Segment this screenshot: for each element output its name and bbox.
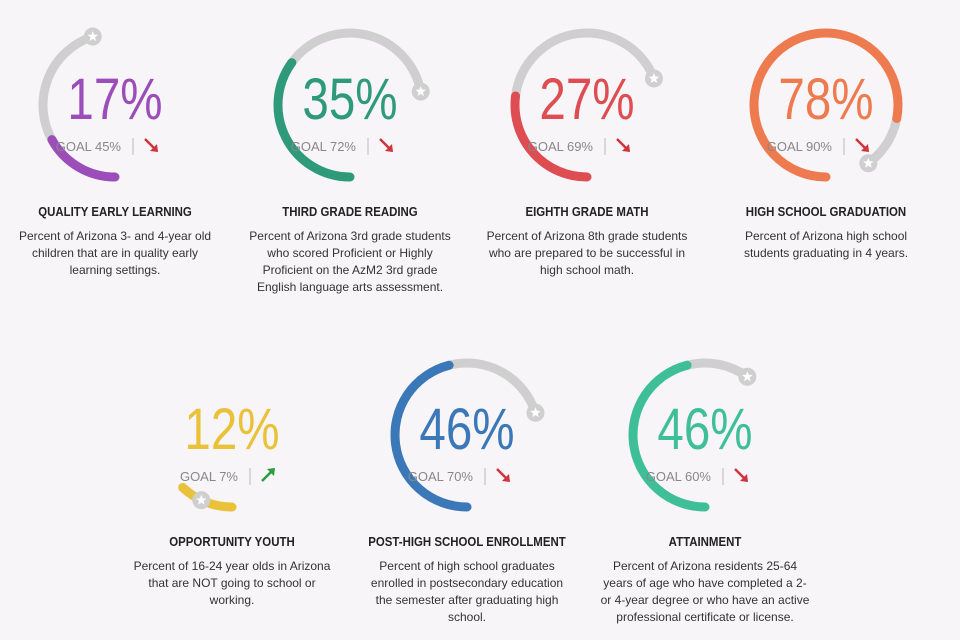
value-arc [47,135,120,182]
indicator-description: Percent of Arizona 3rd grade students wh… [249,229,451,294]
indicator-title: OPPORTUNITY YOUTH [169,534,295,549]
goal-label: GOAL 45% [56,139,122,154]
indicator-card: 46% GOAL 70% POST-HIGH SCHOOL ENROLLMENT Pe… [352,340,582,640]
trend-arrow-head [385,144,393,152]
value-arc [390,360,472,512]
indicator-title: QUALITY EARLY LEARNING [38,204,192,219]
goal-star [87,31,98,41]
goal-track [38,32,98,145]
goal-star [415,86,426,96]
gauge: 35% GOAL 72% [273,28,430,182]
indicator-card: 78% GOAL 90% HIGH SCHOOL GRADUATION Percent… [711,10,941,310]
trend-arrow-head [150,144,158,152]
gauge: 12% GOAL 7% [178,398,280,512]
indicator-description: Percent of Arizona 8th grade students wh… [486,229,688,277]
indicator-title: ATTAINMENT [668,534,742,549]
indicator-description: Percent of Arizona 3- and 4-year old chi… [18,229,212,277]
goal-label: GOAL 72% [291,139,357,154]
value-arc [628,360,710,512]
value-label: 27% [539,68,634,133]
value-arc [510,91,592,182]
indicator-description: Percent of Arizona high school students … [743,229,909,260]
gauge: 17% GOAL 45% [38,27,163,182]
indicator-card: 27% GOAL 69% EIGHTH GRADE MATH Percent of A… [472,10,702,310]
value-label: 46% [657,398,752,463]
goal-star [196,494,207,505]
goal-star [863,157,874,168]
gauge: 46% GOAL 70% [390,358,545,512]
value-label: 35% [302,68,397,133]
goal-track [511,28,659,101]
trend-arrow-head [861,144,869,152]
indicator-card: 17% GOAL 45% QUALITY EARLY LEARNING Percent… [0,10,230,310]
gauge: 78% GOAL 90% [749,28,903,182]
trend-arrow-head [740,474,748,482]
gauge: 46% GOAL 60% [628,358,757,512]
goal-track [444,358,540,418]
indicator-title: EIGHTH GRADE MATH [525,204,649,219]
value-label: 78% [778,68,873,133]
goal-star [742,371,753,382]
goal-label: GOAL 7% [180,469,238,484]
trend-arrow-head [502,474,510,482]
value-arc [749,28,903,182]
indicator-description: Percent of high school graduates enrolle… [370,559,564,624]
indicator-description: Percent of 16-24 year olds in Arizona th… [133,559,331,607]
gauge: 27% GOAL 69% [510,28,663,182]
value-label: 46% [419,398,514,463]
indicator-title: THIRD GRADE READING [282,204,418,219]
indicator-title: HIGH SCHOOL GRADUATION [745,204,907,219]
goal-track [682,358,752,382]
value-label: 12% [184,398,279,463]
goal-track [287,28,426,97]
goal-label: GOAL 90% [767,139,833,154]
trend-arrow-head [267,468,275,476]
indicator-card: 12% GOAL 7% OPPORTUNITY YOUTH Percent of 16… [117,340,347,640]
indicator-card: 46% GOAL 60% ATTAINMENT Percent of Arizona … [590,340,820,640]
value-label: 17% [67,68,162,133]
goal-label: GOAL 60% [646,469,712,484]
goal-star [648,72,660,83]
goal-label: GOAL 70% [408,469,474,484]
goal-label: GOAL 69% [528,139,594,154]
indicator-card: 35% GOAL 72% THIRD GRADE READING Percent of… [235,10,465,310]
trend-arrow-head [622,144,630,152]
goal-star [530,407,541,418]
value-arc [273,58,355,182]
indicator-title: POST-HIGH SCHOOL ENROLLMENT [368,534,566,549]
indicator-description: Percent of Arizona residents 25-64 years… [600,559,810,624]
